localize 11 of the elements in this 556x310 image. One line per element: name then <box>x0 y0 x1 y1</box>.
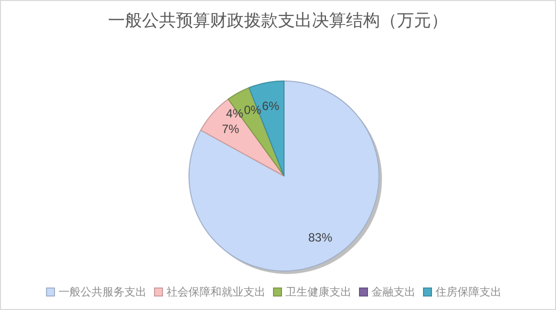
legend-label: 社会保障和就业支出 <box>166 286 266 298</box>
legend-label: 一般公共服务支出 <box>58 286 146 298</box>
data-label: 7% <box>222 122 240 136</box>
data-label: 6% <box>262 99 280 114</box>
pie-slice <box>188 80 380 272</box>
data-label: 83% <box>308 230 333 244</box>
pie-slice <box>200 98 284 176</box>
legend-label: 卫生健康支出 <box>286 286 352 298</box>
legend-label: 金融支出 <box>372 286 416 298</box>
legend-label: 住房保障支出 <box>436 286 502 298</box>
chart-title: 一般公共预算财政拨款支出决算结构（万元） <box>108 11 448 31</box>
